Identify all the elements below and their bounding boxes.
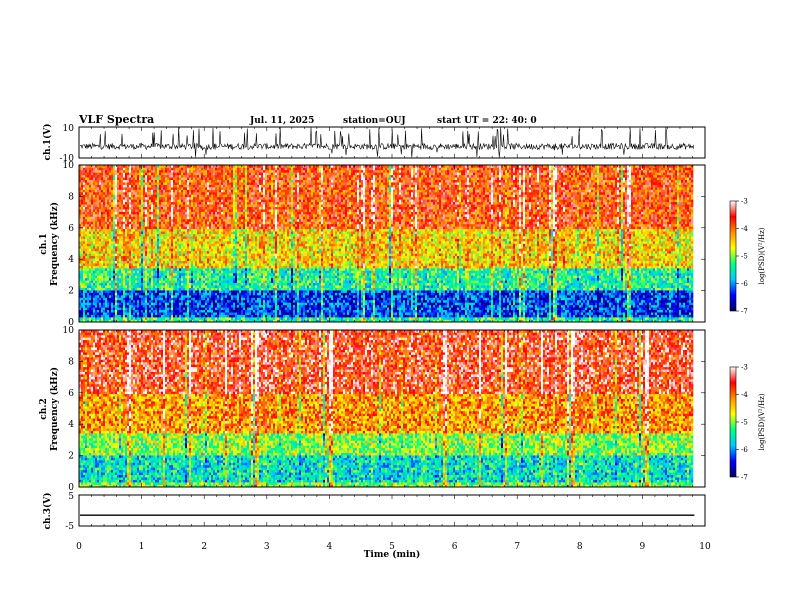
- time-tick-label: 7: [514, 542, 520, 552]
- colorbar-tick-label: -4: [741, 391, 748, 399]
- ch1-colorbar: -3 -4 -5 -6 -7 log(PSD)(V²/Hz): [730, 198, 766, 316]
- time-tick-label: 3: [264, 542, 270, 552]
- header-date: Jul. 11, 2025: [249, 116, 314, 126]
- frequency-tick-label: 2: [68, 452, 74, 462]
- colorbar-tick-label: -6: [741, 280, 748, 288]
- ch2-spectrogram-ylabel: ch.2: [39, 398, 49, 419]
- ch1-frequency-ylabel: Frequency (kHz): [49, 202, 60, 286]
- frequency-tick-label: 10: [63, 326, 75, 336]
- colorbar-tick-label: -7: [741, 474, 748, 482]
- ch1-waveform-ylabel: ch.1(V): [42, 124, 53, 161]
- ch1-colorbar-scale: [730, 201, 736, 311]
- ch3-waveform-ylabel: ch.3(V): [42, 493, 53, 530]
- ch3-ytick-bottom: -5: [65, 522, 74, 532]
- frequency-tick-label: 6: [68, 224, 74, 234]
- ch1-ytick-top: 10: [63, 124, 75, 134]
- ch3-ytick-top: 5: [68, 492, 74, 502]
- header-start-time: start UT = 22: 40: 0: [437, 116, 537, 126]
- frequency-tick-label: 8: [68, 192, 74, 202]
- time-tick-label: 0: [76, 542, 82, 552]
- header-station: station=OUJ: [343, 116, 406, 126]
- colorbar-tick-label: -4: [741, 225, 748, 233]
- ch1-spectrogram-ylabel: ch.1: [39, 233, 49, 254]
- time-tick-label: 1: [139, 542, 145, 552]
- frequency-tick-label: 2: [68, 287, 74, 297]
- ch1-spectrogram-image: [79, 165, 693, 322]
- colorbar-tick-label: -3: [741, 198, 748, 206]
- colorbar-tick-label: -3: [741, 364, 748, 372]
- time-tick-label: 8: [577, 542, 583, 552]
- frequency-tick-label: 4: [68, 420, 74, 430]
- frequency-tick-label: 4: [68, 255, 74, 265]
- figure-title: VLF Spectra: [78, 113, 154, 126]
- ch2-frequency-ylabel: Frequency (kHz): [49, 367, 60, 451]
- colorbar-tick-label: -7: [741, 308, 748, 316]
- colorbar-tick-label: -6: [741, 446, 748, 454]
- ch2-colorbar-scale: [730, 367, 736, 477]
- time-tick-label: 9: [640, 542, 646, 552]
- time-tick-label: 4: [327, 542, 333, 552]
- ch1-colorbar-label: log(PSD)(V²/Hz): [758, 227, 766, 284]
- frequency-tick-label: 6: [68, 389, 74, 399]
- ch2-colorbar-label: log(PSD)(V²/Hz): [758, 393, 766, 450]
- ch2-spectrogram-image: [79, 330, 693, 487]
- time-tick-label: 6: [452, 542, 458, 552]
- ch2-colorbar: -3 -4 -5 -6 -7 log(PSD)(V²/Hz): [730, 364, 766, 482]
- time-tick-label: 10: [699, 542, 711, 552]
- frequency-tick-label: 10: [63, 161, 75, 171]
- time-axis-label: Time (min): [364, 549, 421, 560]
- colorbar-tick-label: -5: [741, 419, 748, 427]
- ch3-waveform-frame: [79, 495, 705, 526]
- time-tick-label: 2: [201, 542, 207, 552]
- colorbar-tick-label: -5: [741, 253, 748, 261]
- frequency-tick-label: 8: [68, 357, 74, 367]
